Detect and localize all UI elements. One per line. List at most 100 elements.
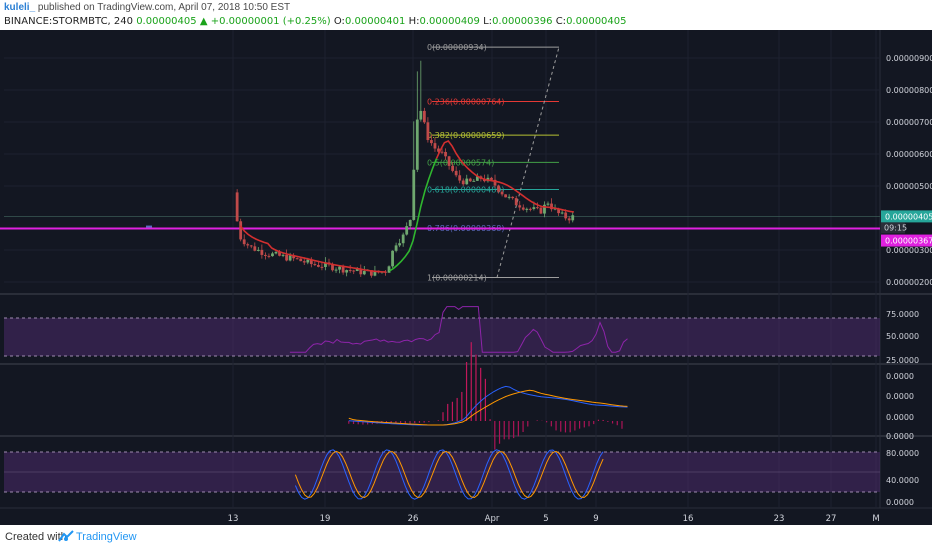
fib-level-label: 0.382(0.00000659)	[427, 131, 505, 140]
tradingview-logo-icon	[58, 530, 74, 542]
candle-body	[511, 196, 515, 199]
candle-body	[369, 270, 373, 276]
candle-body	[557, 208, 560, 214]
candle-body	[285, 254, 288, 261]
candle-body	[419, 110, 423, 120]
publish-line: kuleli_ published on TradingView.com, Ap…	[4, 2, 290, 13]
candle-body	[256, 249, 260, 251]
price-tick-label: 0.00000200	[886, 278, 932, 287]
candle-body	[260, 249, 264, 255]
fib-level-label: 1(0.00000214)	[427, 274, 487, 283]
candle-body	[267, 255, 271, 257]
candle-body	[437, 148, 440, 152]
countdown-tag-text: 09:15	[884, 223, 907, 232]
published-text: published on TradingView.com, April 07, …	[37, 2, 291, 13]
rsi-band	[4, 318, 880, 356]
chart-area[interactable]: 13 19 26 Apr 5 9 16 23 27 M 0.00000900 0.00000800 0.…	[0, 30, 932, 525]
candle-body	[253, 246, 257, 251]
candle-body	[316, 264, 320, 267]
candle-body	[560, 212, 564, 214]
candle-body	[352, 270, 356, 272]
time-tick-label: 26	[408, 514, 419, 524]
candle-body	[278, 251, 281, 256]
close-label: C:	[555, 16, 567, 27]
price-tick-label: 0.00000900	[886, 54, 932, 63]
candle-body	[546, 203, 550, 205]
time-tick-label: 23	[774, 514, 785, 524]
tradingview-brand[interactable]: TradingView	[76, 531, 137, 543]
price-change: +0.00000001 (+0.25%)	[210, 16, 331, 27]
candle-body	[281, 254, 285, 256]
candle-body	[430, 140, 433, 144]
price-tick-label: 0.00000700	[886, 118, 932, 127]
price-tick-label: 0.00000300	[886, 246, 932, 255]
candle-body	[341, 266, 345, 273]
time-tick-label: 13	[228, 514, 239, 524]
fib-trend-line	[496, 46, 560, 278]
candle-body	[451, 165, 455, 171]
last-price-tag-text: 0.00000405	[885, 212, 932, 221]
candle-body	[235, 192, 239, 222]
stoch-d-line	[294, 450, 604, 499]
candle-body	[334, 269, 338, 271]
candle-body	[348, 270, 352, 272]
candle-body	[536, 207, 539, 209]
candle-body	[313, 264, 317, 266]
candle-body	[274, 251, 278, 254]
candle-body	[550, 203, 553, 210]
candle-body	[493, 179, 497, 186]
time-tick-label: 19	[320, 514, 331, 524]
candle-body	[461, 180, 465, 185]
candle-body	[391, 250, 394, 267]
candle-body	[426, 122, 430, 141]
candle-body	[468, 178, 472, 182]
candle-body	[440, 151, 444, 153]
stoch-tick-label: 80.0000	[886, 449, 919, 458]
candle-body	[246, 244, 250, 246]
candle-body	[355, 268, 359, 272]
rsi-line	[289, 306, 628, 353]
candle-body	[543, 204, 546, 214]
candle-body	[309, 259, 313, 265]
time-tick-label: Apr	[485, 514, 500, 524]
candle-body	[422, 110, 426, 123]
candle-body	[271, 253, 274, 257]
candle-body	[539, 207, 543, 214]
candle-body	[288, 255, 292, 261]
stoch-tick-label: 0.0000	[886, 498, 914, 507]
countdown-tag	[881, 222, 905, 234]
candle-body	[514, 198, 518, 206]
candle-body	[239, 221, 243, 240]
symbol-line: BINANCE:STORMBTC, 240 0.00000405 ▲ +0.00…	[4, 16, 627, 27]
chart-header: kuleli_ published on TradingView.com, Ap…	[0, 0, 932, 30]
macd-tick-label: 0.0000	[886, 413, 914, 422]
fib-level-label: 0.236(0.00000764)	[427, 98, 505, 107]
candle-body	[447, 156, 451, 166]
candle-body	[507, 196, 511, 198]
last-price: 0.00000405	[136, 16, 197, 27]
candle-body	[465, 178, 469, 185]
macd-tick-label: 0.0000	[886, 372, 914, 381]
candle-body	[373, 270, 377, 276]
fib-level-label: 0.618(0.00000489)	[427, 186, 505, 195]
candle-body	[412, 169, 416, 220]
candle-body	[454, 170, 458, 176]
candle-body	[242, 239, 246, 245]
candle-body	[359, 268, 363, 275]
ma-line-red	[435, 140, 575, 213]
rsi-tick-label: 25.0000	[886, 356, 919, 365]
time-tick-label: 27	[826, 514, 837, 524]
low-label: L:	[483, 16, 493, 27]
chart-canvas[interactable]: 13 19 26 Apr 5 9 16 23 27 M 0.00000900 0.00000800 0.…	[0, 30, 932, 525]
candle-body	[249, 245, 253, 247]
macd-signal-line	[348, 389, 628, 426]
up-arrow-icon: ▲	[199, 16, 208, 27]
candle-body	[405, 226, 409, 235]
candle-body	[433, 143, 437, 149]
candle-body	[415, 119, 419, 170]
candle-body	[299, 258, 303, 262]
candle-body	[504, 194, 508, 198]
author-link[interactable]: kuleli_	[4, 2, 36, 13]
macd-tick-label: 0.0000	[886, 432, 914, 441]
candle-body	[362, 271, 366, 275]
